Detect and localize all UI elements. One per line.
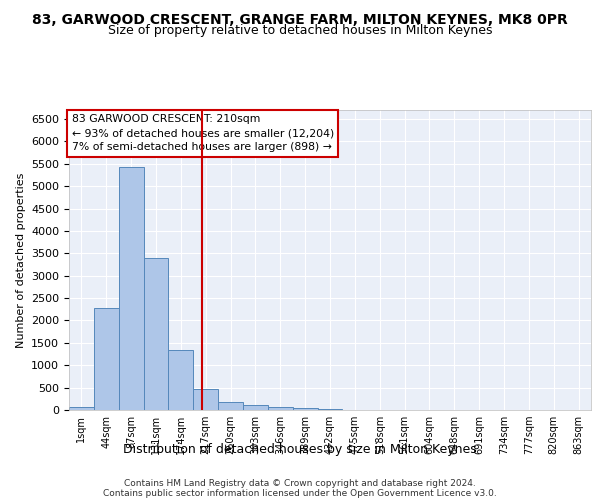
Bar [169, 350, 193, 410]
Bar [119, 168, 143, 410]
Text: Contains HM Land Registry data © Crown copyright and database right 2024.: Contains HM Land Registry data © Crown c… [124, 478, 476, 488]
Bar [293, 408, 317, 410]
Bar [193, 388, 218, 410]
Bar [268, 406, 293, 410]
Text: Distribution of detached houses by size in Milton Keynes: Distribution of detached houses by size … [123, 442, 477, 456]
Bar [243, 404, 268, 410]
Bar [317, 409, 343, 410]
Bar [143, 258, 169, 410]
Text: Contains public sector information licensed under the Open Government Licence v3: Contains public sector information licen… [103, 488, 497, 498]
Text: Size of property relative to detached houses in Milton Keynes: Size of property relative to detached ho… [108, 24, 492, 37]
Bar [94, 308, 119, 410]
Bar [218, 402, 243, 410]
Text: 83 GARWOOD CRESCENT: 210sqm
← 93% of detached houses are smaller (12,204)
7% of : 83 GARWOOD CRESCENT: 210sqm ← 93% of det… [71, 114, 334, 152]
Bar [69, 406, 94, 410]
Text: 83, GARWOOD CRESCENT, GRANGE FARM, MILTON KEYNES, MK8 0PR: 83, GARWOOD CRESCENT, GRANGE FARM, MILTO… [32, 12, 568, 26]
Y-axis label: Number of detached properties: Number of detached properties [16, 172, 26, 348]
